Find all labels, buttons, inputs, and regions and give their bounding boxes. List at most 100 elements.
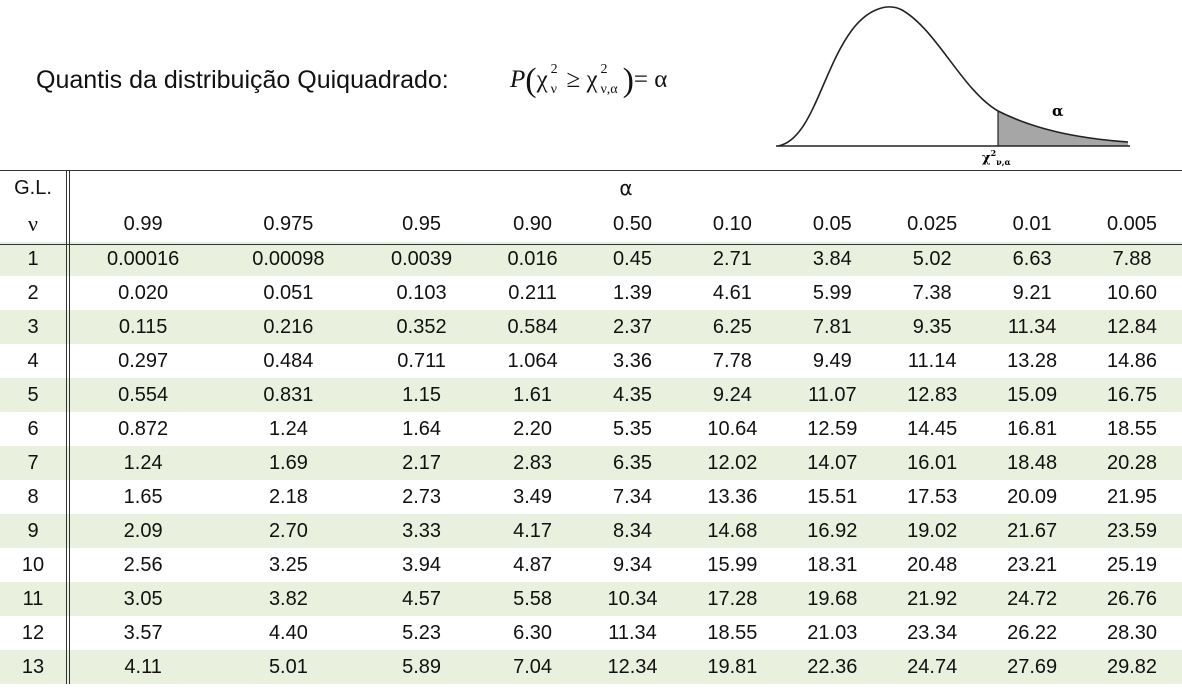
quantile-cell: 21.67	[982, 514, 1083, 548]
quantile-cell: 0.051	[263, 281, 314, 304]
probability-formula: P(χ 2 ν ≥ χ 2 ν,α )= α	[510, 62, 668, 99]
quantile-cell: 0.020	[118, 281, 169, 304]
quantile-cell: 3.49	[513, 485, 553, 508]
quantile-cell: 4.61	[712, 281, 752, 304]
quantile-cell: 0.352	[360, 310, 483, 344]
quantile-cell: 1.15	[360, 378, 483, 412]
table-row: 13 4.11 5.01 5.89 7.04 12.34 19.81 22.36 24.74 27…	[0, 650, 1182, 684]
quantile-cell: 2.56	[123, 553, 163, 576]
table-row: 2 0.020 0.051 0.103 0.211 1.39 4.61 5.99 7.38 9.2…	[0, 276, 1182, 310]
quantile-cell: 18.48	[982, 446, 1083, 480]
quantile-cell: 21.03	[807, 621, 858, 644]
header-row-alpha: G.L. α	[0, 170, 1182, 206]
quantile-cell: 5.35	[613, 417, 652, 440]
quantile-cell: 1.24	[268, 417, 308, 440]
df-cell: 6	[0, 412, 70, 446]
quantile-cell: 26.22	[1007, 621, 1058, 644]
quantile-cell: 28.30	[1107, 621, 1158, 644]
quantile-cell: 2.71	[682, 242, 783, 276]
quantile-cell: 7.81	[782, 310, 883, 344]
quantile-cell: 16.01	[882, 446, 983, 480]
df-cell: 1	[0, 242, 70, 276]
table-top-rule	[0, 170, 1182, 171]
quantile-cell: 7.04	[482, 650, 583, 684]
quantile-cell: 9.21	[1012, 281, 1052, 304]
quantile-cell: 0.103	[396, 281, 447, 304]
quantile-cell: 14.45	[907, 417, 958, 440]
quantile-cell: 18.31	[807, 553, 858, 576]
quantile-cell: 15.99	[707, 553, 758, 576]
quantile-cell: 0.211	[508, 281, 557, 304]
nu-header: ν	[0, 206, 70, 242]
alpha-level: 0.01	[1012, 212, 1052, 235]
quantile-cell: 24.72	[982, 582, 1083, 616]
quantile-cell: 21.92	[882, 582, 983, 616]
quantile-cell: 0.297	[118, 349, 169, 372]
quantile-cell: 12.02	[682, 446, 783, 480]
quantile-cell: 2.17	[360, 446, 483, 480]
quantile-cell: 12.83	[882, 378, 983, 412]
table-row: 7 1.24 1.69 2.17 2.83 6.35 12.02 14.07 16.01 18.4…	[0, 446, 1182, 480]
df-cell: 10	[0, 548, 70, 582]
table-row: 3 0.115 0.216 0.352 0.584 2.37 6.25 7.81 9.35 11.…	[0, 310, 1182, 344]
alpha-level: 0.90	[513, 212, 553, 235]
quantile-cell: 0.45	[582, 242, 683, 276]
quantile-cell: 15.09	[982, 378, 1083, 412]
quantile-cell: 3.84	[782, 242, 883, 276]
formula-eq-alpha: = α	[633, 66, 668, 93]
quantile-cell: 7.34	[613, 485, 652, 508]
quantile-cell: 3.05	[68, 582, 217, 616]
quantile-cell: 25.19	[1107, 553, 1158, 576]
alpha-level: 0.975	[263, 212, 314, 235]
quantile-cell: 4.35	[582, 378, 683, 412]
df-cell: 2	[0, 276, 70, 310]
quantile-cell: 0.584	[482, 310, 583, 344]
df-cell: 4	[0, 344, 70, 378]
table-row: 10 2.56 3.25 3.94 4.87 9.34 15.99 18.31 20.48 23.…	[0, 548, 1182, 582]
quantile-cell: 1.61	[482, 378, 583, 412]
quantile-cell: 4.11	[68, 650, 217, 684]
quantile-cell: 13.36	[707, 485, 758, 508]
quantile-cell: 22.36	[782, 650, 883, 684]
quantile-cell: 14.86	[1107, 349, 1158, 372]
quantile-cell: 0.0039	[360, 242, 483, 276]
quantile-cell: 8.34	[582, 514, 683, 548]
quantile-cell: 0.00016	[68, 242, 217, 276]
alpha-label: α	[1052, 102, 1064, 120]
quantile-cell: 17.53	[907, 485, 958, 508]
quantile-cell: 1.65	[123, 485, 163, 508]
alpha-level: 0.05	[812, 212, 852, 235]
df-cell: 5	[0, 378, 70, 412]
quantile-cell: 21.95	[1107, 485, 1158, 508]
tail-area	[998, 111, 1128, 146]
formula-geq: ≥	[566, 66, 581, 93]
quantile-cell: 1.064	[507, 349, 558, 372]
quantile-cell: 14.07	[782, 446, 883, 480]
quantile-cell: 3.57	[123, 621, 163, 644]
quantile-cell: 0.216	[216, 310, 361, 344]
quantile-cell: 3.25	[268, 553, 308, 576]
header-row-levels: ν 0.99 0.975 0.95 0.90 0.50 0.10 0.05 0.…	[0, 206, 1182, 242]
quantile-cell: 6.25	[682, 310, 783, 344]
quantile-cell: 7.78	[712, 349, 752, 372]
page-title: Quantis da distribuição Quiquadrado:	[36, 66, 449, 94]
quantile-cell: 9.35	[882, 310, 983, 344]
quantile-cell: 9.49	[812, 349, 852, 372]
quantile-cell: 12.59	[807, 417, 858, 440]
quantile-cell: 1.69	[216, 446, 361, 480]
alpha-level: 0.005	[1107, 212, 1158, 235]
quantile-cell: 7.88	[1082, 242, 1182, 276]
quantile-cell: 23.21	[1007, 553, 1058, 576]
quantile-cell: 3.33	[360, 514, 483, 548]
quantile-cell: 17.28	[682, 582, 783, 616]
alpha-level: 0.95	[402, 212, 442, 235]
quantile-cell: 3.94	[402, 553, 442, 576]
quantile-cell: 0.115	[68, 310, 217, 344]
quantile-cell: 15.51	[807, 485, 858, 508]
table-body: 1 0.00016 0.00098 0.0039 0.016 0.45 2.71 3.84 5.…	[0, 242, 1182, 684]
quantile-cell: 10.64	[707, 417, 758, 440]
df-cell: 12	[0, 616, 70, 650]
quantile-cell: 20.28	[1082, 446, 1182, 480]
quantile-cell: 3.82	[216, 582, 361, 616]
quantile-cell: 6.35	[582, 446, 683, 480]
